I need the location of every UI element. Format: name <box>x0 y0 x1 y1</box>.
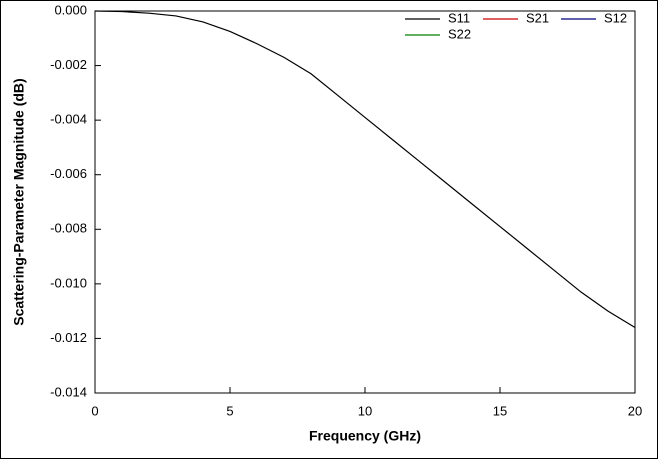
x-tick-label: 5 <box>226 403 233 418</box>
legend-label: S12 <box>604 10 627 25</box>
y-tick-label: -0.010 <box>50 275 87 290</box>
x-tick-label: 10 <box>358 403 372 418</box>
y-axis-title: Scattering-Parameter Magnitude (dB) <box>11 78 27 325</box>
x-tick-label: 0 <box>91 403 98 418</box>
y-tick-label: 0.000 <box>54 2 87 17</box>
y-tick-label: -0.002 <box>50 57 87 72</box>
y-tick-label: -0.012 <box>50 330 87 345</box>
y-tick-label: -0.006 <box>50 166 87 181</box>
x-axis-title: Frequency (GHz) <box>309 428 421 444</box>
y-tick-label: -0.014 <box>50 384 87 399</box>
legend-label: S22 <box>448 26 471 41</box>
legend-label: S21 <box>526 10 549 25</box>
x-tick-label: 15 <box>493 403 507 418</box>
series-line <box>94 10 636 329</box>
y-tick-label: -0.008 <box>50 221 87 236</box>
legend-label: S11 <box>448 10 470 25</box>
y-tick-label: -0.004 <box>50 112 87 127</box>
x-tick-label: 20 <box>628 403 642 418</box>
